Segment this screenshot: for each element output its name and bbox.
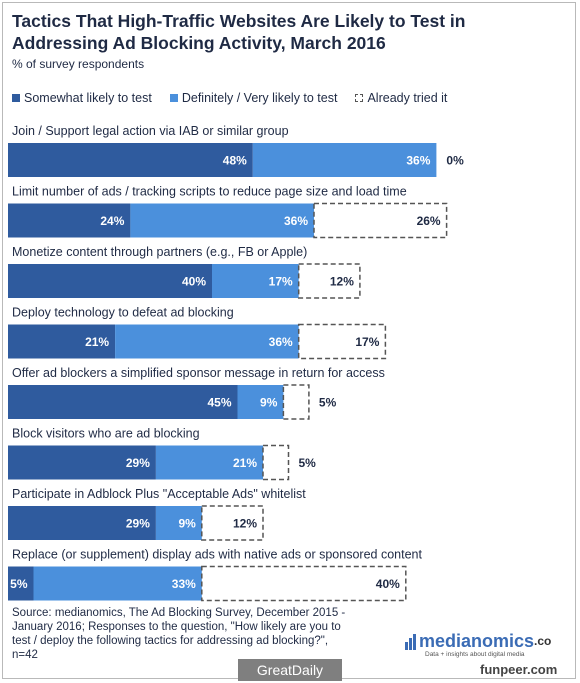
bar-definitely — [130, 203, 314, 238]
bar-definitely — [212, 264, 299, 298]
bar-definitely — [33, 566, 202, 601]
chart-subtitle: % of survey respondents — [12, 57, 145, 71]
bar-definitely — [115, 324, 299, 359]
bar-tried — [313, 202, 448, 239]
watermark-funpeer: funpeer.com — [480, 662, 558, 677]
bar-somewhat — [8, 566, 34, 601]
category-label: Block visitors who are ad blocking — [12, 427, 200, 441]
legend-item-tried: Already tried it — [355, 91, 447, 105]
value-label-tried: 5% — [319, 396, 337, 410]
watermark-greatdaily: GreatDaily — [238, 659, 342, 681]
bar-definitely — [155, 445, 263, 480]
legend-swatch-definitely — [169, 94, 178, 102]
value-label-definitely: 9% — [260, 396, 278, 410]
source-line: test / deploy the following tactics for … — [12, 635, 329, 647]
source-line: January 2016; Responses to the question,… — [12, 621, 341, 633]
category-label: Join / Support legal action via IAB or s… — [12, 124, 289, 138]
medianomics-logo: medianomics .co Data + insights about di… — [405, 632, 551, 658]
logo-suffix: .co — [534, 634, 552, 648]
value-label-definitely: 36% — [269, 335, 293, 349]
value-label-somewhat: 24% — [100, 214, 124, 228]
value-label-tried: 12% — [330, 275, 354, 289]
value-label-definitely: 9% — [178, 517, 196, 531]
category-label: Monetize content through partners (e.g.,… — [12, 245, 307, 259]
legend-label-somewhat: Somewhat likely to test — [24, 91, 152, 105]
value-label-tried: 40% — [376, 577, 400, 591]
category-label: Deploy technology to defeat ad blocking — [12, 306, 234, 320]
legend-label-tried: Already tried it — [367, 91, 448, 105]
bar-somewhat — [8, 445, 156, 480]
value-label-somewhat: 48% — [223, 154, 247, 168]
bar-somewhat — [8, 264, 212, 298]
bar-chart-icon — [405, 634, 417, 650]
bar-definitely — [252, 143, 437, 177]
bar-somewhat — [8, 385, 238, 419]
category-label: Participate in Adblock Plus "Acceptable … — [12, 487, 306, 501]
value-label-somewhat: 21% — [85, 335, 109, 349]
source-note: Source: medianomics, The Ad Blocking Sur… — [12, 606, 402, 662]
value-label-tried: 26% — [417, 214, 441, 228]
value-label-definitely: 17% — [269, 275, 293, 289]
legend: Somewhat likely to test Definitely / Ver… — [12, 91, 568, 105]
legend-item-definitely: Definitely / Very likely to test — [169, 91, 338, 105]
value-label-somewhat: 29% — [126, 456, 150, 470]
value-label-definitely: 21% — [233, 456, 257, 470]
bar-tried — [262, 444, 290, 481]
bar-tried — [201, 565, 407, 602]
bar-somewhat — [8, 506, 156, 540]
category-label: Offer ad blockers a simplified sponsor m… — [12, 366, 385, 380]
logo-text: medianomics — [419, 631, 535, 651]
logo-tagline: Data + insights about digital media — [425, 651, 525, 658]
bar-definitely — [155, 506, 202, 540]
source-line: Source: medianomics, The Ad Blocking Sur… — [12, 607, 346, 619]
category-label: Replace (or supplement) display ads with… — [12, 548, 422, 562]
value-label-tried: 0% — [446, 154, 464, 168]
legend-label-definitely: Definitely / Very likely to test — [181, 91, 338, 105]
value-label-tried: 5% — [299, 456, 317, 470]
value-label-somewhat: 40% — [182, 275, 206, 289]
bar-tried — [297, 323, 387, 360]
value-label-somewhat: 5% — [10, 577, 28, 591]
bar-definitely — [237, 385, 284, 419]
bar-tried — [282, 384, 310, 420]
category-label: Limit number of ads / tracking scripts t… — [12, 185, 407, 199]
value-label-tried: 17% — [355, 335, 379, 349]
value-label-definitely: 36% — [284, 214, 308, 228]
bar-somewhat — [8, 324, 116, 359]
value-label-somewhat: 45% — [207, 396, 231, 410]
value-label-definitely: 36% — [406, 154, 430, 168]
source-line: n=42 — [12, 649, 38, 661]
chart-title: Tactics That High-Traffic Websites Are L… — [12, 11, 466, 53]
bar-somewhat — [8, 143, 253, 177]
value-label-somewhat: 29% — [126, 517, 150, 531]
value-label-tried: 12% — [233, 517, 257, 531]
legend-swatch-somewhat — [12, 94, 20, 102]
value-label-definitely: 33% — [172, 577, 196, 591]
legend-item-somewhat: Somewhat likely to test — [12, 91, 152, 105]
legend-swatch-tried — [355, 94, 364, 102]
bar-somewhat — [8, 203, 131, 238]
